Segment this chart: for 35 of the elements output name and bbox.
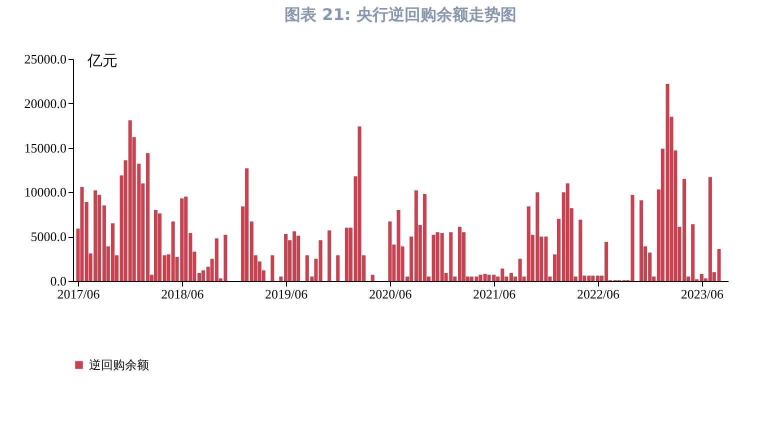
x-tick-label: 2017/06 — [57, 286, 100, 302]
bar — [184, 196, 188, 281]
bar — [128, 120, 132, 281]
x-tick-label: 2020/06 — [369, 286, 412, 302]
bar — [566, 183, 570, 281]
x-tick-label: 2021/06 — [473, 286, 516, 302]
bar — [336, 255, 340, 281]
bar — [154, 210, 158, 281]
bar — [388, 222, 392, 281]
bar — [708, 177, 712, 281]
bar — [526, 206, 530, 281]
x-tick-label: 2018/06 — [161, 286, 204, 302]
bar — [296, 236, 300, 281]
bar — [110, 223, 114, 281]
y-tick-label: 10000.0 — [24, 184, 66, 200]
legend-label: 逆回购余额 — [89, 358, 149, 372]
bar — [358, 126, 362, 281]
x-tick-label: 2023/06 — [680, 286, 724, 302]
y-tick-label: 5000.0 — [30, 229, 66, 244]
x-tick-label: 2022/06 — [576, 286, 620, 302]
bar — [171, 222, 175, 281]
y-tick-label: 15000.0 — [24, 140, 66, 156]
y-axis-title: 亿元 — [86, 52, 118, 70]
y-tick-label: 0.0 — [50, 274, 66, 288]
bar — [640, 200, 644, 281]
chart-title: 图表 21: 央行逆回购余额走势图 — [284, 5, 516, 24]
y-tick-label: 20000.0 — [24, 96, 66, 111]
x-tick-label: 2019/06 — [264, 286, 308, 302]
y-tick-label: 25000.0 — [24, 52, 66, 66]
bar — [344, 228, 348, 281]
bar — [422, 194, 426, 281]
bar — [328, 230, 332, 281]
bar — [270, 255, 274, 281]
bar — [214, 238, 218, 281]
bar — [370, 274, 374, 281]
